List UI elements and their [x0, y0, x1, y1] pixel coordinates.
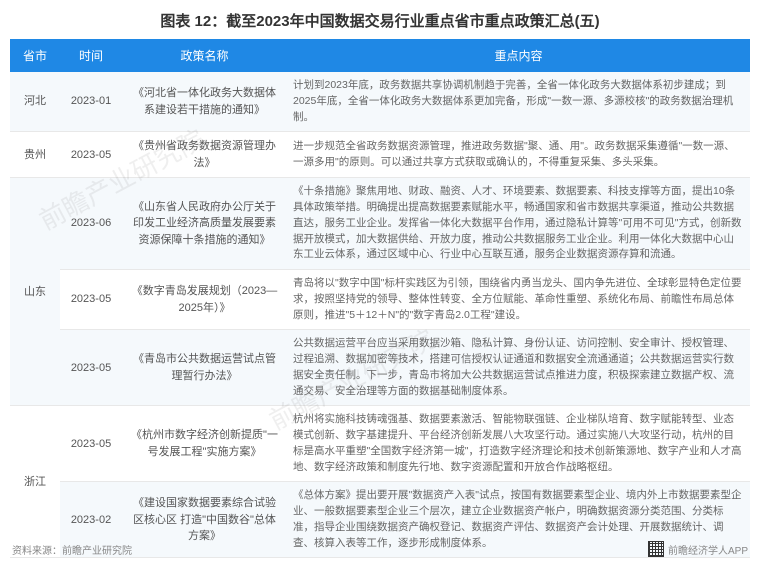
cell-content: 杭州将实施科技铸魂强基、数据要素激活、智能物联强链、企业梯队培育、数字赋能转型、…	[287, 406, 750, 482]
cell-content: 青岛将以"数字中国"标杆实践区为引领，围绕省内勇当龙头、国内争先进位、全球彰显特…	[287, 270, 750, 330]
cell-time: 2023-05	[60, 406, 122, 482]
table-header-row: 省市 时间 政策名称 重点内容	[10, 39, 750, 72]
cell-policy-name: 《河北省一体化政务大数据体系建设若干措施的通知》	[122, 72, 287, 132]
table-row: 2023-05《数字青岛发展规划（2023—2025年）》青岛将以"数字中国"标…	[10, 270, 750, 330]
cell-content: 公共数据运营平台应当采用数据沙箱、隐私计算、身份认证、访问控制、安全审计、授权管…	[287, 330, 750, 406]
table-row: 山东2023-06《山东省人民政府办公厅关于印发工业经济高质量发展要素资源保障十…	[10, 178, 750, 270]
col-header-time: 时间	[60, 39, 122, 72]
cell-time: 2023-01	[60, 72, 122, 132]
cell-time: 2023-06	[60, 178, 122, 270]
qr-icon	[648, 541, 664, 557]
footer-app-label: 前瞻经济学人APP	[668, 542, 748, 557]
table-row: 贵州2023-05《贵州省政务数据资源管理办法》进一步规范全省政务数据资源管理，…	[10, 132, 750, 178]
cell-policy-name: 《贵州省政务数据资源管理办法》	[122, 132, 287, 178]
cell-policy-name: 《山东省人民政府办公厅关于印发工业经济高质量发展要素资源保障十条措施的通知》	[122, 178, 287, 270]
table-body: 河北2023-01《河北省一体化政务大数据体系建设若干措施的通知》计划到2023…	[10, 72, 750, 558]
cell-province: 山东	[10, 178, 60, 406]
cell-time: 2023-05	[60, 132, 122, 178]
footer-app: 前瞻经济学人APP	[648, 541, 748, 557]
table-row: 浙江2023-05《杭州市数字经济创新提质"一号发展工程"实施方案》杭州将实施科…	[10, 406, 750, 482]
footer-source: 资料来源：前瞻产业研究院	[12, 542, 132, 557]
cell-province: 贵州	[10, 132, 60, 178]
chart-title: 图表 12：截至2023年中国数据交易行业重点省市重点政策汇总(五)	[0, 0, 760, 39]
footer: 资料来源：前瞻产业研究院 前瞻经济学人APP	[12, 541, 748, 557]
cell-content: 计划到2023年底，政务数据共享协调机制趋于完善，全省一体化政务大数据体系初步建…	[287, 72, 750, 132]
table-row: 河北2023-01《河北省一体化政务大数据体系建设若干措施的通知》计划到2023…	[10, 72, 750, 132]
cell-province: 浙江	[10, 406, 60, 558]
cell-time: 2023-05	[60, 330, 122, 406]
policy-table: 省市 时间 政策名称 重点内容 河北2023-01《河北省一体化政务大数据体系建…	[10, 39, 750, 558]
cell-province: 河北	[10, 72, 60, 132]
cell-content: 《十条措施》聚焦用地、财政、融资、人才、环境要素、数据要素、科技支撑等方面，提出…	[287, 178, 750, 270]
col-header-province: 省市	[10, 39, 60, 72]
table-row: 2023-05《青岛市公共数据运营试点管理暂行办法》公共数据运营平台应当采用数据…	[10, 330, 750, 406]
col-header-content: 重点内容	[287, 39, 750, 72]
cell-time: 2023-05	[60, 270, 122, 330]
cell-content: 进一步规范全省政务数据资源管理，推进政务数据"聚、通、用"。政务数据采集遵循"一…	[287, 132, 750, 178]
col-header-policy: 政策名称	[122, 39, 287, 72]
cell-policy-name: 《青岛市公共数据运营试点管理暂行办法》	[122, 330, 287, 406]
cell-policy-name: 《杭州市数字经济创新提质"一号发展工程"实施方案》	[122, 406, 287, 482]
cell-policy-name: 《数字青岛发展规划（2023—2025年）》	[122, 270, 287, 330]
